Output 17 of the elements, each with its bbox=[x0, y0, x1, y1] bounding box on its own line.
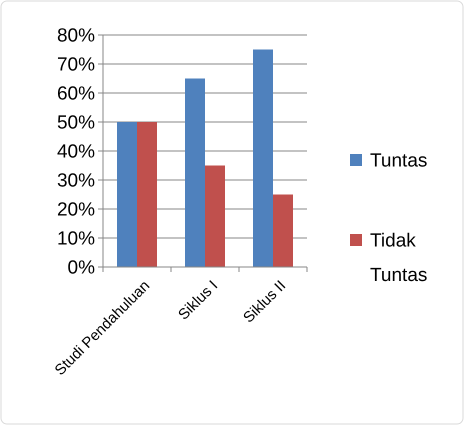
y-tick-label: 60% bbox=[56, 84, 96, 105]
bar bbox=[185, 78, 205, 267]
y-tick-label: 10% bbox=[56, 228, 96, 250]
y-tick-label: 70% bbox=[56, 54, 96, 76]
legend-label: Tuntas bbox=[370, 150, 428, 172]
bar bbox=[117, 122, 137, 267]
bar bbox=[137, 122, 157, 267]
y-tick-label: 40% bbox=[56, 142, 96, 163]
y-tick-label: 30% bbox=[56, 170, 96, 192]
y-tick-label: 0% bbox=[68, 258, 96, 279]
y-tick-label: 80% bbox=[56, 26, 96, 47]
bar bbox=[205, 166, 225, 267]
bar bbox=[273, 194, 293, 267]
y-tick-label: 50% bbox=[56, 112, 96, 134]
bar bbox=[253, 50, 273, 267]
y-tick-label: 20% bbox=[56, 200, 96, 221]
legend-label: Tidak Tuntas bbox=[370, 230, 428, 286]
